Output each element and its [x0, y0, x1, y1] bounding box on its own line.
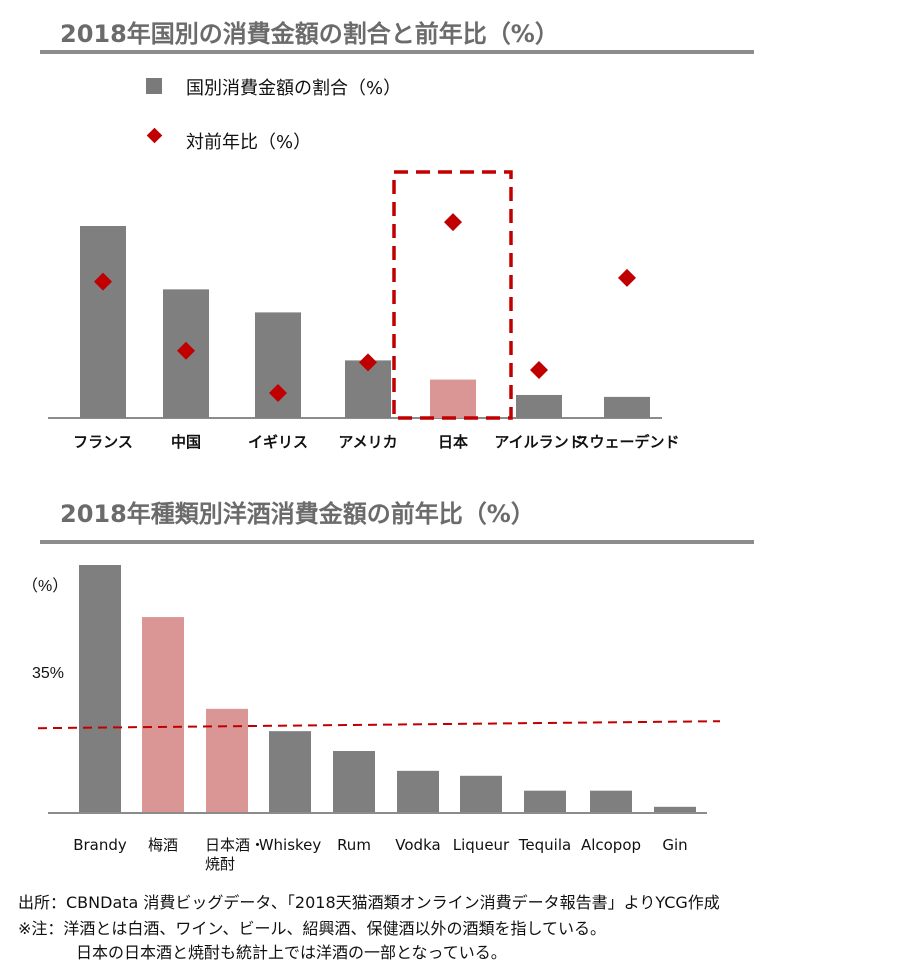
chart2-category-label: Rum — [337, 836, 371, 854]
chart2-bar — [206, 708, 248, 813]
chart1-diamond-marker — [269, 384, 287, 403]
legend-label-yoy: 対前年比（%） — [186, 132, 312, 153]
chart1-category-label: スウェーデンド — [574, 433, 680, 451]
chart1-category-label: イギリス — [247, 433, 308, 451]
chart1-bar — [430, 379, 476, 418]
chart1-category-label: アメリカ — [338, 433, 398, 451]
chart1-diamond-marker — [530, 361, 548, 379]
chart2-bar — [269, 731, 311, 813]
chart2-category-label: Liqueur — [452, 836, 510, 854]
chart2-category-label: Whiskey — [258, 836, 322, 854]
chart2-unit-label: （%） — [22, 578, 69, 595]
chart2-category-label: Tequila — [518, 836, 572, 854]
chart1-category-label: フランス — [73, 433, 133, 451]
chart2-bar — [654, 806, 696, 813]
chart2-title-rule — [40, 540, 754, 544]
chart1-category-label: アイルランド — [494, 433, 584, 451]
chart1-title-rule — [40, 50, 754, 54]
chart1-category-label: 日本 — [437, 433, 468, 451]
chart2-category-label: Brandy — [73, 836, 127, 854]
chart1-diamond-marker — [444, 213, 462, 232]
chart2-reference-label: 35% — [32, 665, 65, 682]
chart2-bar — [460, 775, 502, 813]
chart2-bar — [333, 751, 375, 813]
chart1-plot — [48, 170, 662, 420]
chart2-category-label: Vodka — [395, 836, 441, 854]
chart2-bar — [142, 617, 184, 813]
chart1-diamond-marker — [359, 353, 377, 372]
chart1-diamond-marker — [618, 268, 636, 287]
chart1-category-label: 中国 — [170, 433, 201, 451]
chart1-highlight-box — [392, 170, 513, 420]
legend-label-share: 国別消費金額の割合（%） — [186, 78, 402, 99]
chart2-bar — [524, 790, 566, 813]
chart1-bar — [604, 396, 650, 418]
chart1-bar — [80, 226, 126, 418]
footnote-2: 日本の日本酒と焼酎も統計上では洋酒の一部となっている。 — [76, 943, 507, 962]
chart2-category-label: 日本酒・ 焼酎 — [205, 836, 266, 873]
chart2-category-label: Alcopop — [580, 836, 642, 854]
chart1-diamond-marker — [94, 272, 112, 291]
chart1-bar — [516, 394, 562, 418]
chart2-title: 2018年種類別洋酒消費金額の前年比（%） — [60, 500, 535, 528]
chart1-title: 2018年国別の消費金額の割合と前年比（%） — [60, 20, 559, 48]
chart2-bar — [79, 565, 121, 813]
source-note: 出所：CBNData 消費ビッグデータ、「2018天猫酒類オンライン消費データ報… — [18, 893, 720, 912]
legend-square-icon — [146, 78, 162, 94]
chart2-category-label: 梅酒 — [147, 836, 178, 854]
chart2-bar — [397, 770, 439, 813]
chart1-diamond-marker — [177, 341, 195, 360]
chart2-reference-line — [37, 720, 721, 730]
chart2-category-label: Gin — [662, 836, 688, 854]
chart2-bar — [590, 790, 632, 813]
footnote-1: ※注：洋酒とは白酒、ワイン、ビール、紹興酒、保健酒以外の酒類を指している。 — [18, 919, 606, 938]
